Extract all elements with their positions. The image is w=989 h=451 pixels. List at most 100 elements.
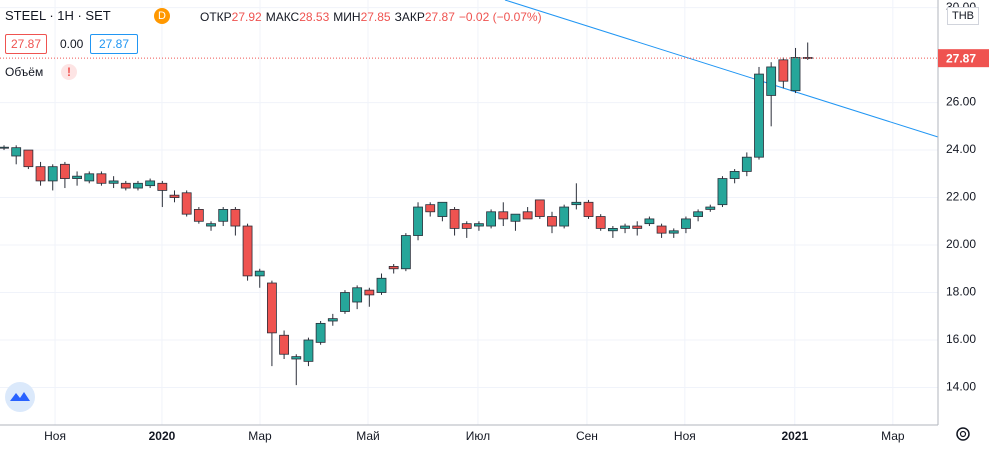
candle-body: [181, 192, 192, 215]
candle-body: [23, 149, 34, 168]
gear: [956, 427, 970, 441]
candle-body: [437, 201, 448, 217]
settings-icon[interactable]: [956, 427, 970, 441]
candle-body: [206, 223, 216, 227]
candle-body: [522, 211, 533, 220]
candle-body: [108, 180, 119, 184]
currency[interactable]: THB: [947, 7, 979, 25]
candle-body: [644, 218, 655, 225]
candle-body: [425, 204, 436, 213]
x-tick-label: Мар: [248, 429, 272, 443]
candle-body: [11, 147, 22, 157]
x-tick-label: Ноя: [674, 429, 696, 443]
candle-body: [120, 182, 131, 189]
candle-body: [242, 225, 253, 277]
candle-body: [157, 182, 168, 191]
ohlc-label: ЗАКР: [394, 10, 425, 24]
candle-body: [145, 180, 156, 187]
volume-label: Объём: [5, 65, 44, 79]
candle-body: [0, 146, 9, 149]
gear-hub: [959, 430, 967, 438]
x-tick-label: 2021: [781, 429, 808, 443]
candle-body: [486, 211, 497, 227]
candle-body: [474, 223, 484, 227]
ohlc-value: 27.87: [424, 10, 455, 24]
y-tick-label: 20.00: [946, 237, 976, 251]
logo-icon: [10, 392, 30, 401]
ohlc-label: МАКС: [265, 10, 300, 24]
candle-body: [388, 265, 399, 270]
candle-body: [571, 201, 582, 206]
candle-body: [754, 73, 764, 158]
candle-body: [315, 322, 326, 343]
candle-body: [729, 171, 740, 179]
trend-line[interactable]: [504, 0, 939, 138]
candle-body: [327, 318, 338, 322]
candle-body: [705, 206, 716, 210]
last-price-tag: [938, 49, 989, 68]
candle-body: [583, 201, 594, 217]
candle-body: [364, 289, 375, 296]
ohlc-legend: ОТКР27.92 МАКС28.53 МИН27.85 ЗАКР27.87 −0.02…: [200, 10, 542, 24]
candle-body: [534, 199, 545, 217]
candle-body: [352, 287, 363, 303]
y-tick-label: 16.00: [946, 332, 976, 346]
y-tick-label: 18.00: [946, 285, 976, 299]
candle-body: [400, 235, 411, 270]
ohlc-label: ОТКР: [200, 10, 232, 24]
ohlc-value: 27.92: [231, 10, 262, 24]
candle-body: [607, 228, 618, 232]
candle-body: [620, 225, 630, 229]
warning-badge[interactable]: !: [61, 64, 77, 80]
change: −0.02 (−0.07%): [458, 10, 542, 24]
candle-body: [632, 225, 643, 229]
ohlc-value: 27.85: [360, 10, 391, 24]
y-tick-label: 26.00: [946, 95, 976, 109]
y-tick-label: 14.00: [946, 380, 976, 394]
candle-body: [595, 216, 606, 229]
candle-body: [656, 225, 667, 234]
candle-body: [267, 282, 277, 334]
x-tick-label: Ноя: [44, 429, 66, 443]
candle-body: [47, 166, 58, 182]
x-tick-label: Июл: [466, 429, 490, 443]
candle-body: [668, 230, 679, 234]
candle-body: [681, 218, 691, 229]
interval-badge[interactable]: D: [154, 8, 170, 24]
candle-body: [35, 166, 46, 182]
candle-body: [279, 334, 289, 355]
candle-body: [559, 206, 570, 227]
candle-body: [230, 209, 241, 227]
candle-body: [60, 163, 70, 179]
y-tick-label: 24.00: [946, 142, 976, 156]
x-tick-label: Май: [356, 429, 380, 443]
candle-body: [778, 59, 789, 82]
candle-body: [303, 339, 314, 362]
candle-body: [498, 211, 509, 220]
candle-body: [413, 206, 423, 236]
ask-box[interactable]: 27.87: [90, 34, 138, 54]
candle-body: [449, 209, 460, 229]
candle-body: [218, 209, 229, 222]
x-tick-label: Мар: [881, 429, 905, 443]
candle-body: [461, 223, 472, 229]
candle-body: [717, 178, 728, 206]
spread: 0.00: [60, 37, 84, 51]
candle-body: [766, 66, 777, 96]
logo[interactable]: [5, 382, 35, 412]
candle-body: [72, 175, 82, 179]
bid-box[interactable]: 27.87: [5, 34, 47, 54]
candle-body: [291, 356, 302, 360]
symbol[interactable]: STEEL · 1H · SET: [5, 8, 111, 23]
ohlc-value: 28.53: [299, 10, 330, 24]
candle-body: [254, 270, 265, 277]
y-tick-label: 22.00: [946, 190, 976, 204]
candle-body: [741, 156, 752, 172]
x-tick-label: Сен: [576, 429, 598, 443]
candle-body: [96, 173, 107, 184]
candle-body: [340, 292, 350, 312]
candle-body: [169, 194, 180, 198]
candle-body: [193, 209, 204, 222]
